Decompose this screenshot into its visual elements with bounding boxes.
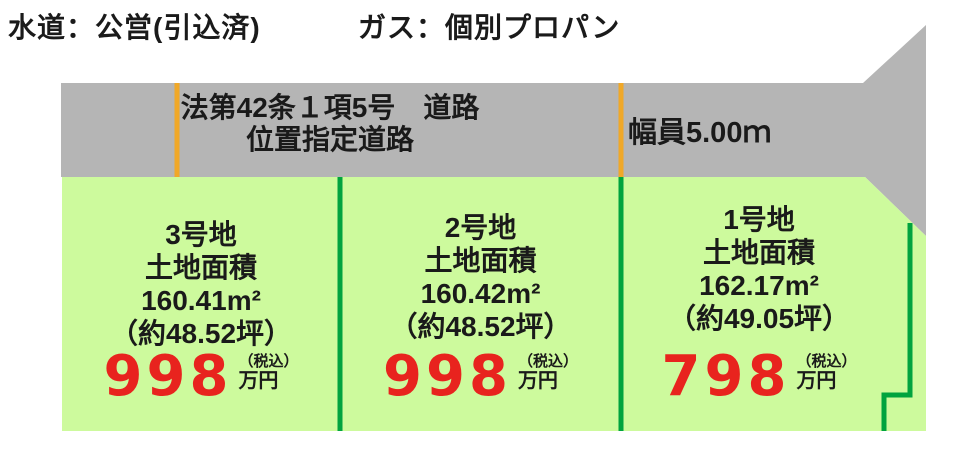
lot-2-area-sqm: 160.42m² bbox=[420, 278, 541, 309]
lot-3-area-tsubo: （約48.52坪） bbox=[109, 318, 293, 349]
lot-1-price-unit: 万円 bbox=[796, 370, 837, 392]
lot-2: 2号地 土地面積 160.42m² （約48.52坪） 998 （税込） 万円 bbox=[342, 177, 619, 431]
lot-2-info: 2号地 土地面積 160.42m² （約48.52坪） bbox=[342, 211, 619, 343]
lot-1-area-label: 土地面積 bbox=[702, 237, 815, 268]
lot-1-name: 1号地 bbox=[723, 204, 795, 235]
gas-utility-label: ガス：個別プロパン bbox=[358, 12, 621, 43]
lot-2-name: 2号地 bbox=[444, 212, 517, 243]
lot-area-shape bbox=[62, 177, 926, 431]
road-shape bbox=[61, 25, 926, 236]
lot-3-name: 3号地 bbox=[165, 219, 237, 250]
lot-1-price-value: 798 bbox=[661, 344, 791, 409]
lot-1-area-sqm: 162.17m² bbox=[699, 270, 819, 301]
lot-3-price: 998 （税込） 万円 bbox=[64, 344, 338, 409]
road-designation-line1: 法第42条１項5号 道路 bbox=[180, 92, 480, 123]
lot-3-price-value: 998 bbox=[103, 344, 233, 409]
lot-1-price: 798 （税込） 万円 bbox=[623, 344, 895, 409]
lot-3: 3号地 土地面積 160.41m² （約48.52坪） 998 （税込） 万円 bbox=[64, 177, 338, 431]
lot-3-price-unit: 万円 bbox=[238, 370, 279, 392]
water-utility-label: 水道：公営(引込済) bbox=[8, 12, 261, 43]
lot-1-area-tsubo: （約49.05坪） bbox=[667, 303, 851, 334]
lot-2-price-note: （税込） 万円 bbox=[518, 353, 578, 393]
lot-2-price-value: 998 bbox=[383, 344, 512, 409]
lot-3-area-label: 土地面積 bbox=[144, 252, 257, 283]
lot-3-tax-note: （税込） bbox=[238, 353, 299, 370]
boundary-lot1-east-step bbox=[881, 223, 913, 431]
lot-1-tax-note: （税込） bbox=[796, 353, 857, 370]
road-designation-label: 法第42条１項5号 道路 位置指定道路 bbox=[155, 92, 505, 156]
lot-3-info: 3号地 土地面積 160.41m² （約48.52坪） bbox=[64, 218, 338, 350]
lot-2-price: 998 （税込） 万円 bbox=[342, 344, 619, 409]
lot-2-price-unit: 万円 bbox=[517, 370, 558, 392]
road-width-label: 幅員5.00ｍ bbox=[628, 117, 772, 149]
lot-1-price-note: （税込） 万円 bbox=[796, 353, 856, 393]
road-designation-line2: 位置指定道路 bbox=[245, 124, 414, 155]
lot-2-tax-note: （税込） bbox=[517, 353, 578, 370]
lot-2-area-tsubo: （約48.52坪） bbox=[389, 311, 572, 342]
lot-1: 1号地 土地面積 162.17m² （約49.05坪） 798 （税込） 万円 bbox=[623, 177, 895, 431]
lot-3-price-note: （税込） 万円 bbox=[238, 353, 298, 393]
lot-3-area-sqm: 160.41m² bbox=[141, 285, 261, 316]
lot-2-area-label: 土地面積 bbox=[424, 245, 537, 276]
lot-1-info: 1号地 土地面積 162.17m² （約49.05坪） bbox=[623, 203, 895, 335]
